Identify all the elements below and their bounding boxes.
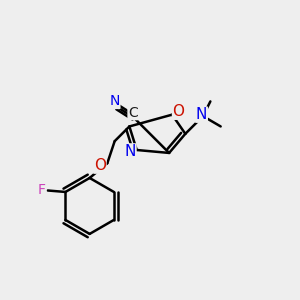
Text: N: N bbox=[110, 94, 120, 108]
Text: C: C bbox=[128, 106, 138, 120]
Text: N: N bbox=[124, 144, 136, 159]
Text: O: O bbox=[172, 104, 184, 119]
Text: F: F bbox=[38, 184, 46, 197]
Text: O: O bbox=[94, 158, 106, 173]
Text: N: N bbox=[196, 107, 207, 122]
